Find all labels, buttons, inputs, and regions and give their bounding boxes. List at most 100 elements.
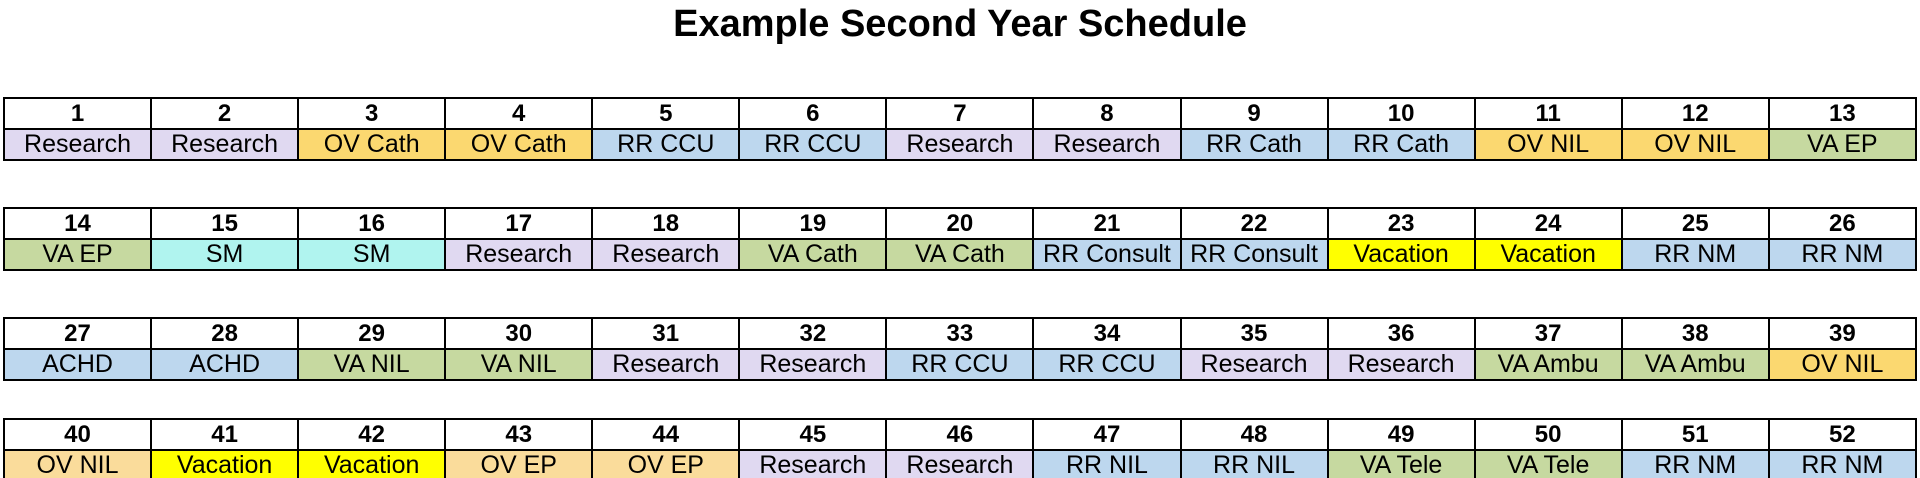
week-number-cell: 13	[1767, 97, 1918, 130]
schedule-table-weeks-14-26: 14 15 16 17 18 19 20 21 22 23 24 25 26 VA EP SM SM Resea…	[2, 207, 1918, 271]
rotation-row: Research Research OV Cath OV Cath RR CCU RR C…	[2, 128, 1918, 161]
week-number-cell: 3	[297, 97, 447, 130]
rotation-cell: RR CCU	[591, 128, 741, 161]
week-number-cell: 9	[1179, 97, 1329, 130]
rotation-cell: Research	[591, 348, 741, 381]
week-number-cell: 16	[297, 207, 447, 240]
week-number-cell: 22	[1179, 207, 1329, 240]
week-number-cell: 21	[1032, 207, 1182, 240]
week-number-cell: 51	[1620, 418, 1770, 451]
week-number-cell: 18	[591, 207, 741, 240]
week-number-cell: 14	[2, 207, 153, 240]
rotation-cell: RR NM	[1620, 449, 1770, 478]
week-number-cell: 12	[1620, 97, 1770, 130]
rotation-cell: VA Tele	[1473, 449, 1623, 478]
rotation-cell: RR NM	[1767, 238, 1918, 271]
rotation-cell: VA Ambu	[1473, 348, 1623, 381]
rotation-cell: RR CCU	[738, 128, 888, 161]
rotation-cell: RR CCU	[885, 348, 1035, 381]
week-number-cell: 42	[297, 418, 447, 451]
rotation-cell: OV EP	[591, 449, 741, 478]
week-number-row: 40 41 42 43 44 45 46 47 48 49 50 51 52	[2, 418, 1918, 451]
rotation-cell: RR Cath	[1179, 128, 1329, 161]
rotation-cell: Research	[591, 238, 741, 271]
page-title: Example Second Year Schedule	[673, 3, 1247, 45]
week-number-cell: 2	[150, 97, 300, 130]
rotation-cell: VA Ambu	[1620, 348, 1770, 381]
rotation-cell: VA NIL	[297, 348, 447, 381]
rotation-cell: Vacation	[150, 449, 300, 478]
rotation-cell: VA Tele	[1326, 449, 1476, 478]
schedule-table-weeks-40-52: 40 41 42 43 44 45 46 47 48 49 50 51 52 OV NIL Vacation…	[2, 418, 1918, 478]
rotation-cell: Vacation	[1326, 238, 1476, 271]
rotation-cell: RR Consult	[1179, 238, 1329, 271]
week-number-cell: 31	[591, 317, 741, 350]
week-number-cell: 50	[1473, 418, 1623, 451]
week-number-cell: 39	[1767, 317, 1918, 350]
week-number-cell: 19	[738, 207, 888, 240]
rotation-cell: OV Cath	[444, 128, 594, 161]
rotation-cell: Vacation	[1473, 238, 1623, 271]
rotation-cell: OV NIL	[2, 449, 153, 478]
week-number-cell: 11	[1473, 97, 1623, 130]
week-number-cell: 32	[738, 317, 888, 350]
rotation-cell: SM	[297, 238, 447, 271]
week-number-cell: 27	[2, 317, 153, 350]
week-number-cell: 37	[1473, 317, 1623, 350]
rotation-cell: Research	[738, 348, 888, 381]
schedule-table-weeks-1-13: 1 2 3 4 5 6 7 8 9 10 11 12 13 Research Research OV Cath…	[2, 97, 1918, 161]
rotation-cell: VA EP	[2, 238, 153, 271]
week-number-cell: 28	[150, 317, 300, 350]
rotation-row: OV NIL Vacation Vacation OV EP OV EP Research…	[2, 449, 1918, 478]
rotation-cell: Research	[885, 128, 1035, 161]
rotation-cell: VA NIL	[444, 348, 594, 381]
rotation-row: VA EP SM SM Research Research VA Cath VA Cath R…	[2, 238, 1918, 271]
week-number-cell: 34	[1032, 317, 1182, 350]
week-number-cell: 33	[885, 317, 1035, 350]
week-number-cell: 36	[1326, 317, 1476, 350]
week-number-cell: 1	[2, 97, 153, 130]
week-number-cell: 17	[444, 207, 594, 240]
schedule-table-weeks-27-39: 27 28 29 30 31 32 33 34 35 36 37 38 39 ACHD ACHD VA NIL…	[2, 317, 1918, 381]
rotation-cell: OV NIL	[1620, 128, 1770, 161]
rotation-cell: RR CCU	[1032, 348, 1182, 381]
week-number-cell: 52	[1767, 418, 1918, 451]
rotation-row: ACHD ACHD VA NIL VA NIL Research Research RR C…	[2, 348, 1918, 381]
week-number-cell: 49	[1326, 418, 1476, 451]
week-number-cell: 48	[1179, 418, 1329, 451]
rotation-cell: RR Consult	[1032, 238, 1182, 271]
rotation-cell: ACHD	[150, 348, 300, 381]
week-number-cell: 10	[1326, 97, 1476, 130]
week-number-cell: 8	[1032, 97, 1182, 130]
week-number-cell: 4	[444, 97, 594, 130]
week-number-row: 14 15 16 17 18 19 20 21 22 23 24 25 26	[2, 207, 1918, 240]
week-number-cell: 23	[1326, 207, 1476, 240]
rotation-cell: Research	[150, 128, 300, 161]
week-number-row: 1 2 3 4 5 6 7 8 9 10 11 12 13	[2, 97, 1918, 130]
week-number-cell: 6	[738, 97, 888, 130]
week-number-row: 27 28 29 30 31 32 33 34 35 36 37 38 39	[2, 317, 1918, 350]
week-number-cell: 7	[885, 97, 1035, 130]
week-number-cell: 46	[885, 418, 1035, 451]
rotation-cell: Vacation	[297, 449, 447, 478]
week-number-cell: 35	[1179, 317, 1329, 350]
week-number-cell: 20	[885, 207, 1035, 240]
week-number-cell: 45	[738, 418, 888, 451]
rotation-cell: OV Cath	[297, 128, 447, 161]
week-number-cell: 24	[1473, 207, 1623, 240]
rotation-cell: OV NIL	[1473, 128, 1623, 161]
rotation-cell: RR NM	[1767, 449, 1918, 478]
week-number-cell: 26	[1767, 207, 1918, 240]
rotation-cell: Research	[2, 128, 153, 161]
rotation-cell: SM	[150, 238, 300, 271]
week-number-cell: 40	[2, 418, 153, 451]
rotation-cell: RR Cath	[1326, 128, 1476, 161]
rotation-cell: Research	[885, 449, 1035, 478]
rotation-cell: Research	[1326, 348, 1476, 381]
rotation-cell: VA Cath	[885, 238, 1035, 271]
week-number-cell: 38	[1620, 317, 1770, 350]
week-number-cell: 29	[297, 317, 447, 350]
rotation-cell: Research	[1179, 348, 1329, 381]
week-number-cell: 30	[444, 317, 594, 350]
week-number-cell: 47	[1032, 418, 1182, 451]
